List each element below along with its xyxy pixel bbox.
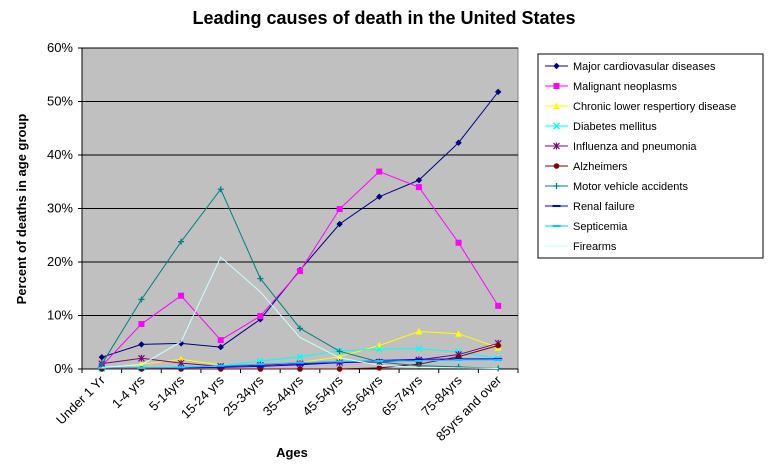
legend-item: Septicemia <box>545 221 628 233</box>
series-8 <box>97 358 503 369</box>
legend-item: Alzheimers <box>545 161 628 173</box>
y-tick-label: 30% <box>47 201 73 216</box>
marker-x <box>553 122 560 130</box>
legend-item: Influenza and pneumonia <box>545 141 697 153</box>
y-tick-label: 40% <box>47 147 73 162</box>
legend-label: Motor vehicle accidents <box>573 181 688 193</box>
marker-diamond <box>217 343 224 351</box>
y-tick-label: 60% <box>47 40 73 55</box>
legend-item: Diabetes mellitus <box>545 121 657 133</box>
marker-diamond <box>415 176 423 184</box>
marker-star <box>138 354 145 362</box>
x-tick-label: 1-4 yrs <box>109 372 148 411</box>
marker-diamond <box>455 139 462 146</box>
plot-area: 0% 10% 20% 30% 40% 50% 60% Under 1 Yr 1-4 yrs5-… <box>47 40 519 444</box>
marker-plus <box>297 325 303 332</box>
marker-diamond <box>553 62 560 70</box>
y-axis-title: Percent of deaths in age group <box>14 114 29 305</box>
marker-diamond <box>177 340 185 347</box>
x-tick-label: Under 1 Yr <box>53 372 108 427</box>
legend-label: Diabetes mellitus <box>573 121 657 133</box>
marker-square <box>138 321 145 328</box>
y-tick-label: 20% <box>47 254 73 269</box>
marker-diamond <box>376 193 383 200</box>
legend-label: Alzheimers <box>573 161 628 173</box>
marker-square <box>178 292 185 299</box>
marker-circle <box>553 163 560 169</box>
legend-label: Firearms <box>573 241 617 253</box>
x-tick-label: 25-34yrs <box>220 372 267 419</box>
marker-square <box>336 206 343 213</box>
y-axis-ticks: 0% 10% 20% 30% 40% 50% 60% <box>47 40 518 376</box>
x-tick-label: 55-64yrs <box>339 372 386 419</box>
marker-plus <box>553 183 560 189</box>
legend-label: Chronic lower respertiory disease <box>573 101 736 113</box>
marker-triangle <box>415 328 423 335</box>
x-tick-label: 65-74yrs <box>379 372 426 419</box>
legend-item: Major cardiovasular diseases <box>545 61 716 73</box>
legend-item: Motor vehicle accidents <box>545 181 688 193</box>
marker-circle <box>297 366 303 372</box>
legend-label: Malignant neoplasms <box>573 81 677 93</box>
marker-circle <box>257 366 264 372</box>
legend-label: Renal failure <box>573 201 635 213</box>
marker-diamond <box>494 88 502 96</box>
marker-plus <box>455 363 462 370</box>
series-line <box>101 256 499 369</box>
marker-x <box>375 345 383 353</box>
marker-square <box>257 313 264 320</box>
y-tick-label: 50% <box>47 94 73 109</box>
marker-square <box>376 168 383 175</box>
legend-box <box>537 53 764 259</box>
marker-plus <box>336 348 343 355</box>
legend-label: Influenza and pneumonia <box>573 141 697 153</box>
legend-item: Firearms <box>545 241 617 253</box>
marker-star <box>177 359 185 367</box>
series-lines <box>97 88 503 372</box>
marker-square <box>553 83 560 89</box>
legend-item: Renal failure <box>545 201 635 213</box>
marker-square <box>217 337 224 344</box>
y-tick-label: 10% <box>47 308 73 323</box>
marker-plus <box>178 238 185 245</box>
marker-square <box>415 184 422 191</box>
x-axis-title: Ages <box>276 445 308 460</box>
marker-circle <box>376 365 383 371</box>
chart-title: Leading causes of death in the United St… <box>192 8 575 28</box>
marker-diamond <box>138 341 145 348</box>
marker-diamond <box>336 220 343 228</box>
marker-diamond <box>98 354 106 361</box>
marker-triangle <box>553 102 560 109</box>
marker-x <box>296 353 304 361</box>
marker-plus <box>217 186 224 193</box>
legend-label: Septicemia <box>573 221 628 233</box>
marker-square <box>455 239 462 246</box>
x-tick-label: 35-44yrs <box>260 372 307 419</box>
marker-circle <box>336 366 343 372</box>
marker-plus <box>138 296 145 303</box>
marker-plus <box>257 275 264 282</box>
legend: Major cardiovasular diseases Malignant ne… <box>537 53 764 259</box>
marker-square <box>495 302 502 309</box>
marker-plus <box>98 361 105 368</box>
marker-star <box>553 142 560 150</box>
legend-items: Major cardiovasular diseases Malignant ne… <box>545 61 736 253</box>
series-9 <box>101 256 499 369</box>
marker-circle <box>495 342 501 349</box>
legend-item: Malignant neoplasms <box>545 81 677 93</box>
x-tick-label: 15-24 yrs <box>178 372 227 421</box>
marker-x <box>415 345 423 353</box>
marker-triangle <box>455 330 463 337</box>
legend-label: Major cardiovasular diseases <box>573 61 716 73</box>
series-6 <box>98 186 502 372</box>
x-tick-label: 45-54yrs <box>299 372 346 419</box>
y-tick-label: 0% <box>54 361 73 376</box>
legend-item: Chronic lower respertiory disease <box>545 101 736 113</box>
marker-square <box>297 268 303 275</box>
